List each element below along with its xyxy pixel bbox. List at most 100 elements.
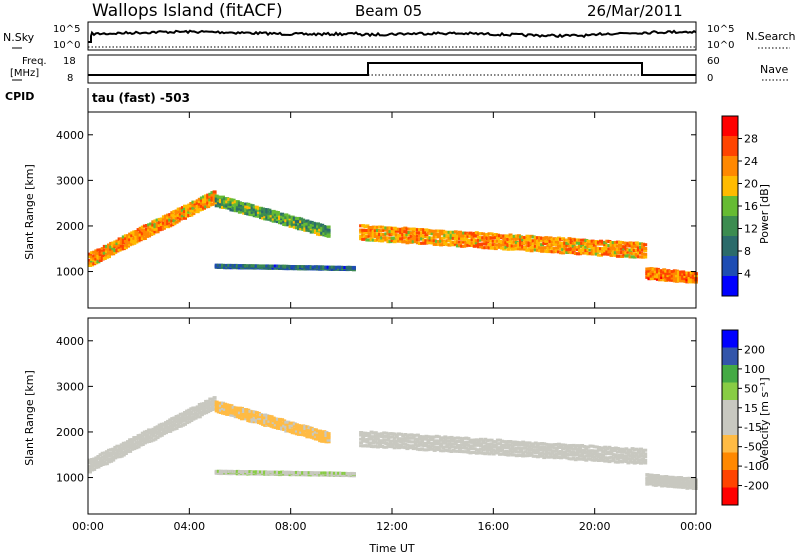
heatmap-cell [605, 459, 610, 463]
heatmap-cell [441, 232, 446, 236]
heatmap-cell [634, 245, 639, 249]
heatmap-cell [147, 428, 152, 432]
heatmap-cell [359, 234, 364, 238]
heatmap-cell [193, 208, 198, 212]
heatmap-cell [164, 429, 168, 433]
heatmap-cell [221, 198, 225, 202]
heatmap-cell [649, 267, 654, 271]
heatmap-cell [458, 240, 462, 244]
heatmap-cell [288, 222, 293, 226]
heatmap-cell [460, 450, 465, 454]
heatmap-cell [601, 250, 606, 254]
heatmap-cell [449, 438, 454, 442]
heatmap-cell [399, 231, 404, 235]
heatmap-cell [252, 264, 257, 268]
heatmap-cell [363, 434, 368, 437]
heatmap-cell [153, 428, 158, 432]
heatmap-cell [221, 202, 225, 206]
heatmap-cell [460, 443, 465, 447]
heatmap-cell [136, 236, 141, 240]
heatmap-cell [157, 221, 162, 225]
heatmap-cell [388, 435, 393, 439]
heatmap-cell [605, 447, 610, 450]
heatmap-cell [588, 454, 593, 458]
heatmap-cell [599, 448, 603, 452]
heatmap-cell [92, 254, 97, 258]
heatmap-cell [373, 434, 378, 438]
heatmap-cell [119, 443, 124, 447]
heatmap-cell [292, 471, 297, 474]
heatmap-cell [244, 264, 249, 268]
heatmap-cell [668, 278, 673, 282]
heatmap-cell [100, 251, 105, 255]
heatmap-cell [443, 441, 448, 445]
heatmap-cell [472, 234, 477, 238]
heatmap-cell [523, 443, 528, 447]
heatmap-cell [510, 450, 515, 454]
heatmap-cell [102, 454, 107, 458]
heatmap-cell [397, 439, 401, 443]
heatmap-cell [445, 239, 450, 243]
heatmap-cell [453, 442, 458, 446]
heatmap-cell [212, 201, 217, 205]
heatmap-cell [155, 225, 160, 228]
heatmap-cell [525, 241, 530, 245]
heatmap-cell [244, 417, 249, 421]
heatmap-cell [506, 240, 511, 244]
heatmap-cell [119, 451, 124, 455]
heatmap-cell [145, 437, 149, 441]
heatmap-cell [123, 234, 128, 238]
heatmap-cell [647, 267, 652, 271]
heatmap-cell [653, 481, 658, 485]
heatmap-cell [447, 446, 452, 450]
heatmap-cell [628, 244, 633, 248]
heatmap-cell [246, 411, 251, 415]
heatmap-cell [464, 450, 469, 454]
heatmap-cell [529, 453, 534, 457]
heatmap-cell [237, 264, 242, 268]
heatmap-cell [121, 447, 126, 451]
heatmap-cell [278, 217, 282, 220]
heatmap-cell [149, 225, 154, 228]
heatmap-cell [250, 204, 255, 208]
heatmap-cell [178, 207, 183, 211]
heatmap-cell [508, 240, 513, 244]
heatmap-cell [250, 420, 255, 424]
heatmap-cell [506, 234, 511, 238]
heatmap-cell [397, 234, 401, 238]
heatmap-cell [569, 243, 574, 247]
heatmap-cell [643, 255, 648, 259]
heatmap-cell [544, 446, 549, 450]
heatmap-cell [202, 411, 206, 415]
heatmap-cell [128, 449, 133, 453]
heatmap-cell [221, 409, 225, 413]
heatmap-cell [109, 247, 114, 251]
heatmap-cell [462, 446, 467, 450]
heatmap-cell [309, 429, 314, 433]
heatmap-cell [316, 226, 320, 230]
heatmap-cell [483, 444, 488, 448]
heatmap-cell [504, 453, 509, 457]
heatmap-cell [460, 237, 465, 241]
heatmap-cell [645, 478, 650, 481]
heatmap-cell [643, 452, 648, 456]
heatmap-cell [322, 437, 327, 441]
heatmap-cell [267, 470, 272, 474]
heatmap-cell [134, 235, 139, 239]
heatmap-cell [424, 441, 429, 445]
heatmap-cell [554, 446, 559, 450]
heatmap-cell [636, 242, 641, 246]
y-tick-label: 3000 [56, 380, 84, 393]
heatmap-cell [584, 458, 589, 462]
heatmap-cell [94, 464, 99, 467]
heatmap-cell [290, 222, 295, 226]
heatmap-cell [563, 241, 568, 245]
heatmap-cell [628, 457, 633, 461]
heatmap-cell [523, 236, 528, 240]
heatmap-cell [645, 270, 650, 274]
heatmap-cell [415, 238, 420, 242]
heatmap-cell [256, 470, 261, 474]
heatmap-cell [221, 206, 225, 209]
heatmap-cell [514, 241, 519, 244]
